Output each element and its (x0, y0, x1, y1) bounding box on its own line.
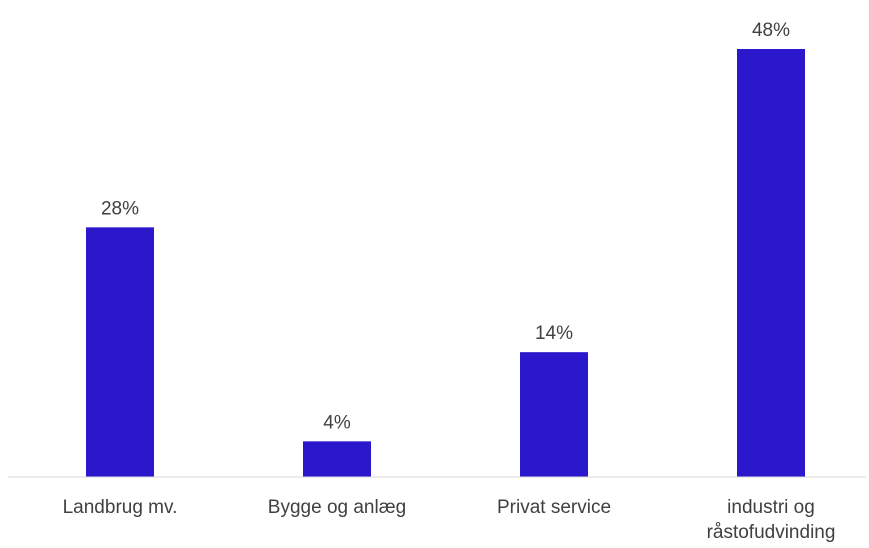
data-label-3: 48% (752, 20, 790, 41)
x-tick-label-3-line-0: industri og (727, 497, 815, 518)
bar-2 (520, 352, 588, 477)
x-tick-label-3-line-1: råstofudvinding (706, 522, 836, 543)
x-tick-label-0: Landbrug mv. (25, 495, 215, 520)
value-labels-layer: 28% 4% 14% 48% (101, 20, 790, 433)
x-tick-label-1: Bygge og anlæg (242, 495, 432, 520)
x-tick-label-0-line-0: Landbrug mv. (62, 497, 178, 518)
x-tick-label-2: Privat service (459, 495, 649, 520)
bars-layer (86, 49, 805, 477)
x-tick-label-2-line-0: Privat service (496, 497, 612, 518)
data-label-0: 28% (101, 198, 139, 219)
bar-1 (303, 441, 371, 477)
bar-3 (737, 49, 805, 477)
x-tick-label-1-line-0: Bygge og anlæg (267, 497, 407, 518)
data-label-1: 4% (323, 412, 351, 433)
bar-0 (86, 227, 154, 477)
x-tick-label-3: industri og råstofudvinding (676, 495, 866, 545)
data-label-2: 14% (535, 323, 573, 344)
